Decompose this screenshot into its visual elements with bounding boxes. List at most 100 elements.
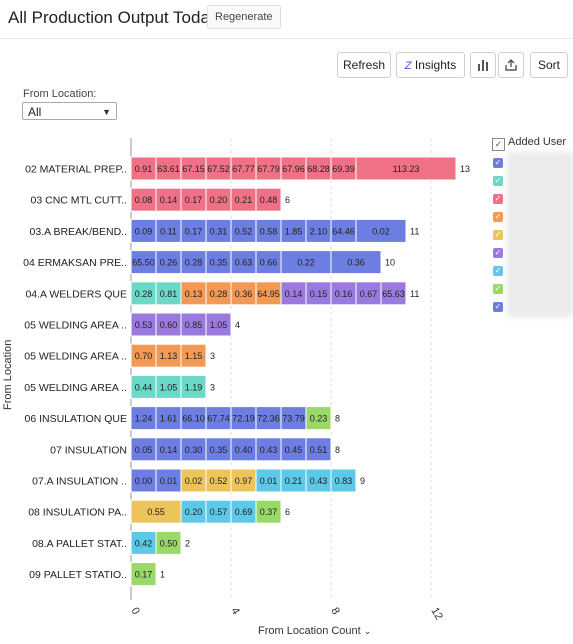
category-label[interactable]: 09 PALLET STATIO..: [29, 569, 127, 581]
data-label: 0.20: [210, 195, 228, 205]
category-label[interactable]: 08 INSULATION PA..: [28, 507, 127, 519]
data-label: 0.20: [185, 507, 203, 517]
bar-segment[interactable]: [180, 374, 207, 399]
category-label[interactable]: 08.A PALLET STAT..: [32, 538, 127, 550]
insights-label: Insights: [414, 58, 457, 72]
data-label: 67.52: [207, 164, 230, 174]
data-label: 66.10: [182, 414, 205, 424]
legend-item-checkbox[interactable]: ✓: [493, 302, 503, 312]
top-bar: All Production Output Today Regenerate: [0, 0, 573, 39]
chevron-down-icon: ▼: [102, 107, 111, 117]
data-label: 67.79: [257, 164, 280, 174]
from-location-value: All: [28, 105, 42, 119]
category-label[interactable]: 06 INSULATION QUE: [25, 413, 128, 425]
category-label[interactable]: 05 WELDING AREA ..: [24, 320, 127, 332]
data-label: 0.97: [235, 476, 253, 486]
total-label: 3: [210, 351, 215, 361]
data-label: 0.21: [285, 476, 303, 486]
legend-item-checkbox[interactable]: ✓: [493, 230, 503, 240]
bar-segment[interactable]: [305, 437, 332, 462]
total-label: 3: [210, 382, 215, 392]
data-label: 0.37: [260, 507, 278, 517]
data-label: 0.43: [260, 445, 278, 455]
legend-select-all-checkbox[interactable]: ✓: [492, 138, 505, 151]
total-label: 11: [410, 289, 419, 299]
data-label: 0.14: [160, 445, 178, 455]
bar-chart-icon: [478, 60, 488, 71]
data-label: 0.14: [160, 195, 178, 205]
data-label: 0.69: [235, 507, 253, 517]
x-axis-title[interactable]: From Location Count ⌄: [258, 625, 372, 637]
data-label: 1.13: [160, 351, 178, 361]
category-label[interactable]: 03 CNC MTL CUTT..: [31, 195, 127, 207]
data-label: 0.70: [135, 351, 153, 361]
legend-item-checkbox[interactable]: ✓: [493, 158, 503, 168]
category-label[interactable]: 03.A BREAK/BEND..: [30, 226, 127, 238]
category-label[interactable]: 04 ERMAKSAN PRE..: [23, 257, 127, 269]
data-label: 0.26: [160, 258, 178, 268]
data-label: 0.44: [135, 382, 153, 392]
data-label: 0.85: [185, 320, 203, 330]
chart-type-button[interactable]: [470, 52, 496, 78]
total-label: 1: [160, 570, 165, 580]
bar-segment[interactable]: [255, 187, 282, 212]
data-label: 0.16: [335, 289, 353, 299]
category-label[interactable]: 04.A WELDERS QUE: [25, 288, 127, 300]
total-label: 9: [360, 476, 365, 486]
bar-segment[interactable]: [355, 156, 457, 181]
refresh-button[interactable]: Refresh: [337, 52, 391, 78]
data-label: 0.08: [135, 195, 153, 205]
data-label: 0.17: [185, 226, 203, 236]
bar-segment[interactable]: [330, 250, 382, 275]
data-label: 1.05: [160, 382, 178, 392]
bar-segment[interactable]: [355, 218, 407, 243]
regenerate-button[interactable]: Regenerate: [207, 5, 281, 29]
data-label: 1.15: [185, 351, 203, 361]
data-label: 0.42: [135, 538, 153, 548]
from-location-label: From Location:: [23, 88, 97, 100]
data-label: 0.00: [135, 476, 153, 486]
data-label: 0.15: [310, 289, 328, 299]
data-label: 1.24: [135, 414, 153, 424]
bar-segment[interactable]: [205, 312, 232, 337]
category-label[interactable]: 07.A INSULATION ..: [32, 476, 127, 488]
legend-header[interactable]: ✓ Added User: [492, 136, 566, 151]
bar-segment[interactable]: [130, 562, 157, 587]
data-label: 0.11: [160, 226, 177, 236]
insights-icon: Z: [404, 60, 412, 72]
legend-item-checkbox[interactable]: ✓: [493, 176, 503, 186]
legend-item-checkbox[interactable]: ✓: [493, 284, 503, 294]
bar-segment[interactable]: [255, 499, 282, 524]
total-label: 6: [285, 507, 290, 517]
legend-item-checkbox[interactable]: ✓: [493, 194, 503, 204]
insights-button[interactable]: Z Insights: [396, 52, 465, 78]
total-label: 10: [385, 258, 395, 268]
category-label[interactable]: 05 WELDING AREA ..: [24, 382, 127, 394]
bar-segment[interactable]: [305, 406, 332, 431]
export-button[interactable]: [498, 52, 524, 78]
bar-segment[interactable]: [155, 530, 182, 555]
legend-item-checkbox[interactable]: ✓: [493, 212, 503, 222]
bar-segment[interactable]: [180, 343, 207, 368]
data-label: 0.53: [135, 320, 153, 330]
from-location-select[interactable]: All ▼: [22, 102, 117, 120]
bar-segment[interactable]: [380, 281, 407, 306]
data-label: 0.05: [135, 445, 153, 455]
bar-segment[interactable]: [330, 468, 357, 493]
legend-item-checkbox[interactable]: ✓: [493, 248, 503, 258]
data-label: 72.19: [232, 414, 255, 424]
data-label: 68.28: [307, 164, 330, 174]
category-label[interactable]: 07 INSULATION: [50, 444, 127, 456]
data-label: 0.28: [210, 289, 228, 299]
y-axis-title: From Location: [2, 339, 14, 410]
category-label[interactable]: 05 WELDING AREA ..: [24, 351, 127, 363]
total-label: 6: [285, 195, 290, 205]
legend-item-checkbox[interactable]: ✓: [493, 266, 503, 276]
data-label: 0.35: [210, 445, 228, 455]
sort-button[interactable]: Sort: [530, 52, 568, 78]
total-label: 8: [335, 445, 340, 455]
category-label[interactable]: 02 MATERIAL PREP..: [25, 164, 127, 176]
data-label: 0.66: [260, 258, 278, 268]
data-label: 0.55: [147, 507, 165, 517]
data-label: 0.02: [372, 226, 390, 236]
